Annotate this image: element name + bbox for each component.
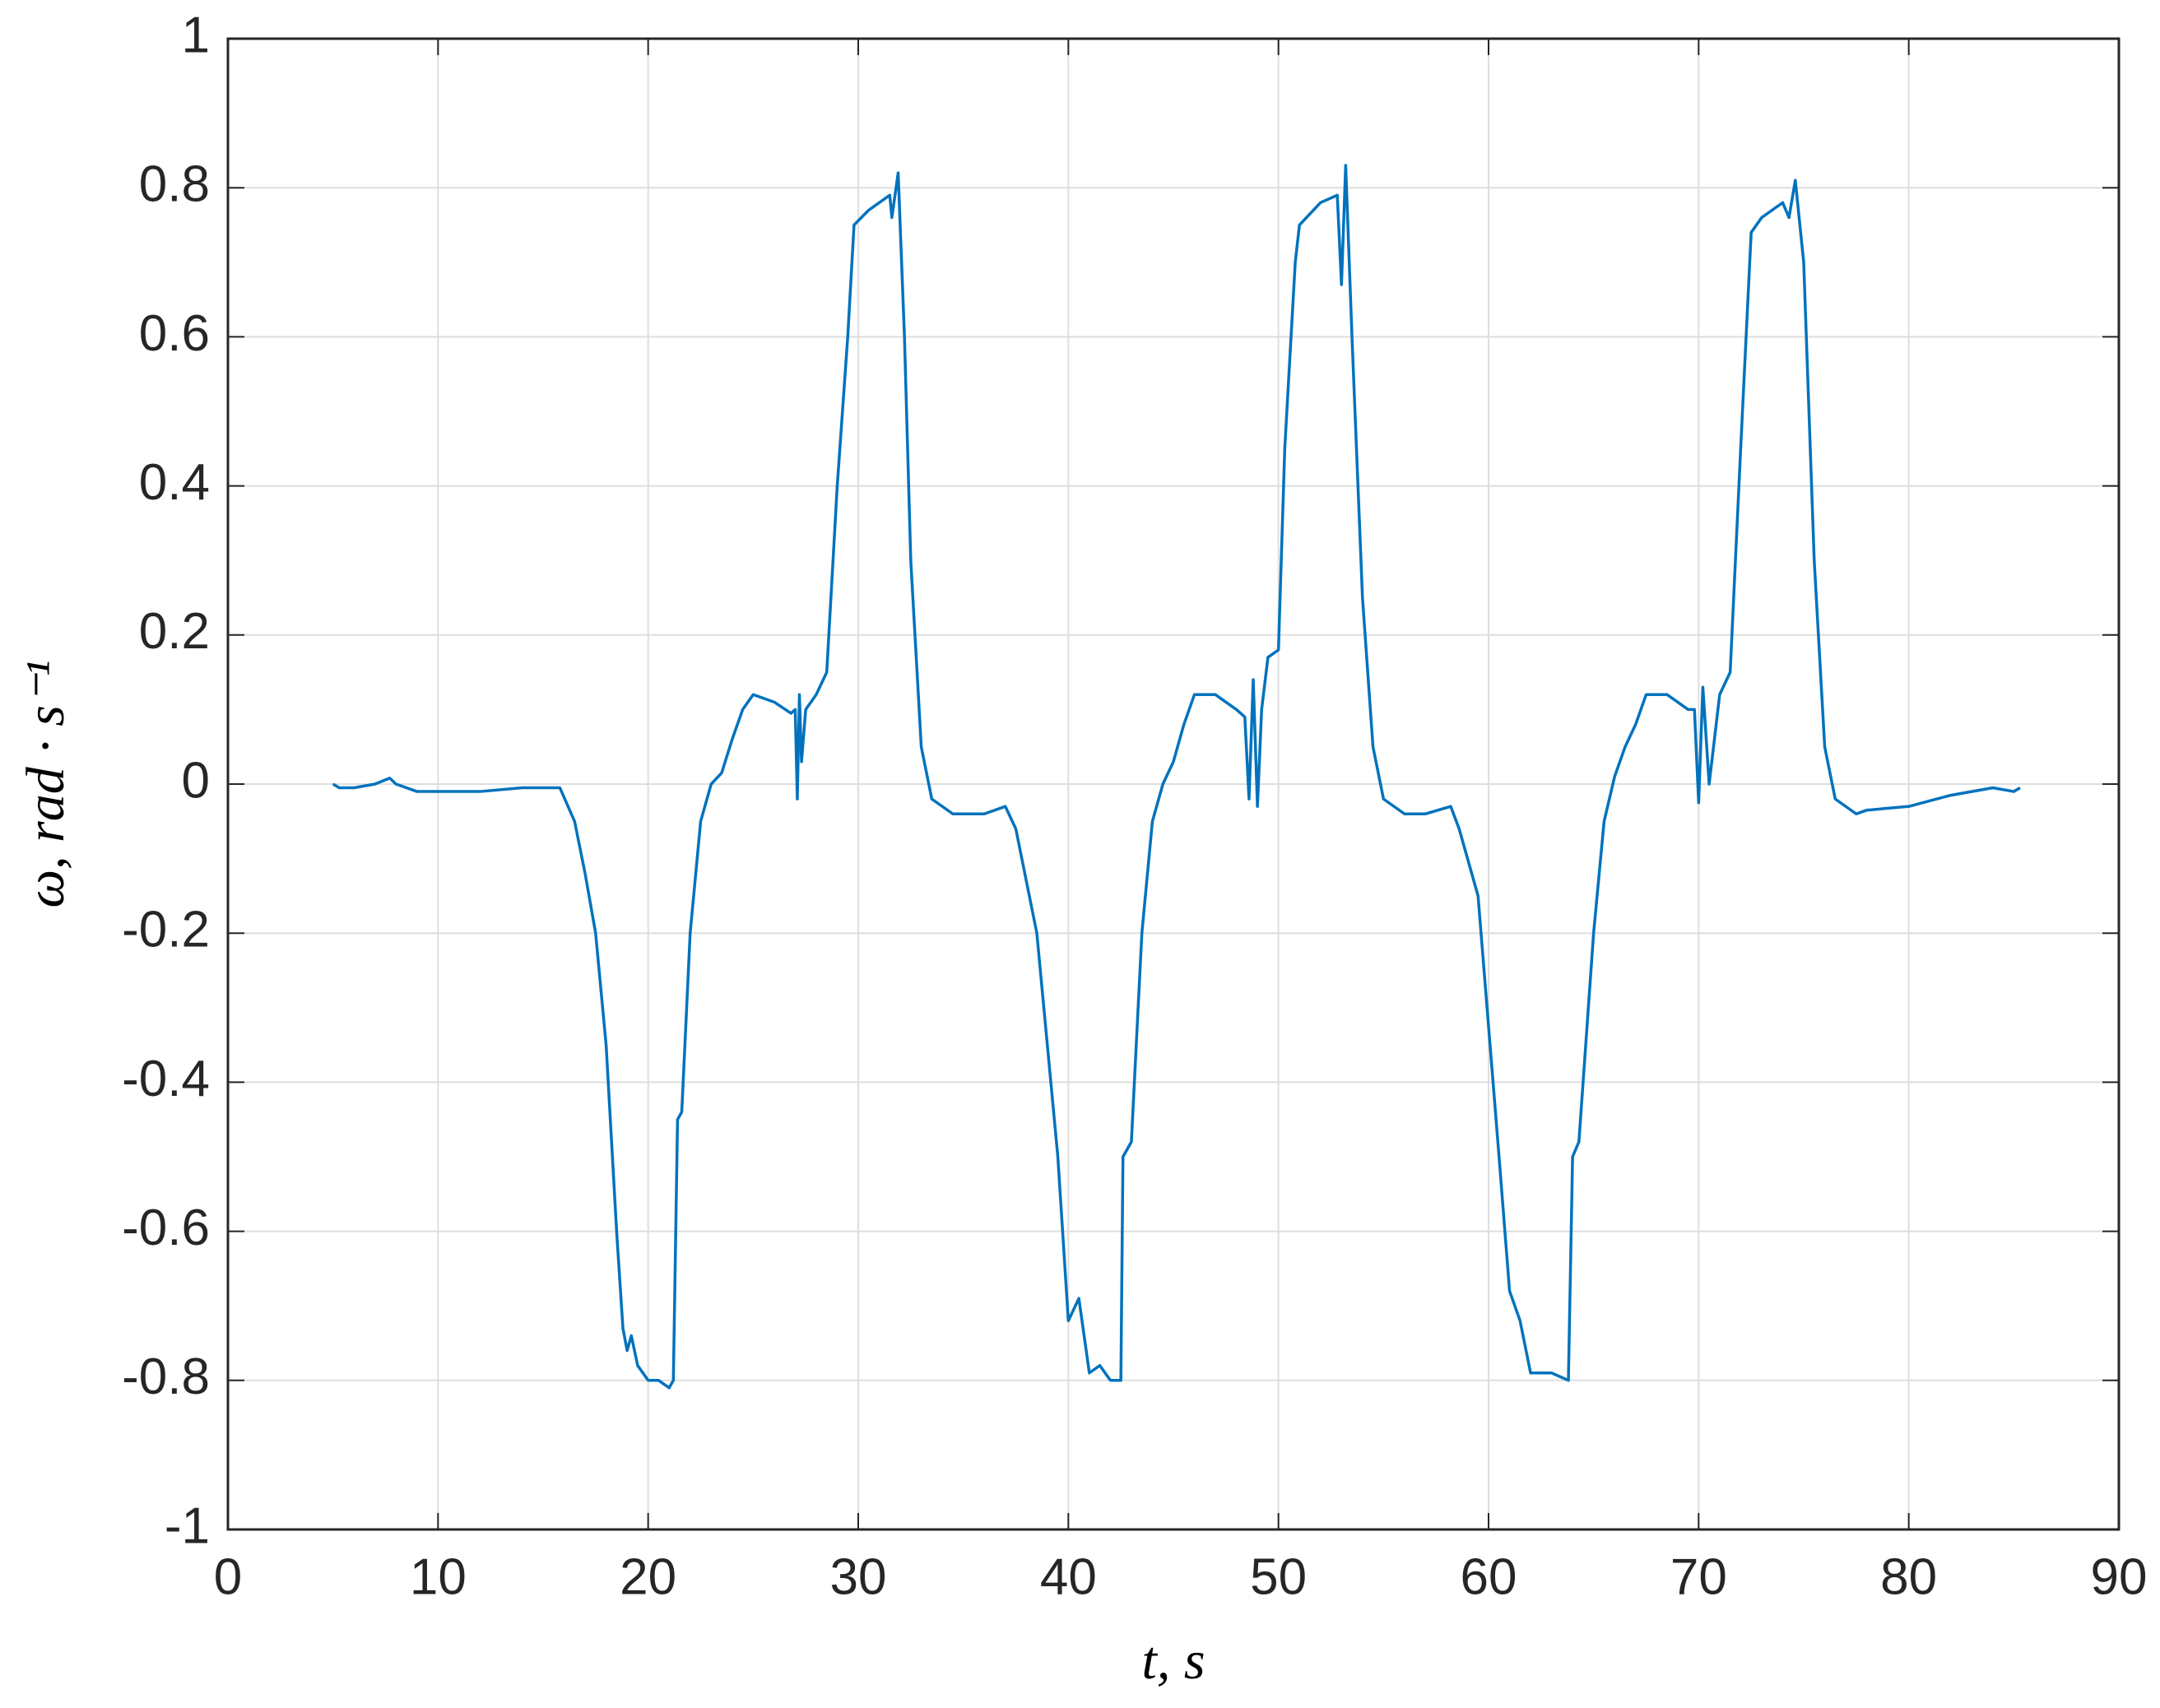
- x-tick-label: 40: [1040, 1548, 1097, 1605]
- y-tick-label: 0: [182, 752, 210, 809]
- y-tick-label: -0.2: [122, 902, 210, 958]
- y-tick-label: 0.8: [139, 156, 210, 213]
- x-tick-label: 50: [1250, 1548, 1307, 1605]
- x-tick-label: 30: [830, 1548, 887, 1605]
- x-tick-label: 60: [1461, 1548, 1517, 1605]
- x-tick-label: 90: [2091, 1548, 2148, 1605]
- y-tick-label: -0.6: [122, 1200, 210, 1256]
- axes-box: [226, 37, 2121, 1531]
- y-tick-label: 0.4: [139, 454, 210, 511]
- x-axis-label: t, s: [1141, 1631, 1205, 1691]
- y-axis-label: ω, rad · s⁻¹: [16, 660, 76, 907]
- data-line: [332, 164, 2021, 1390]
- x-tick-label: 0: [214, 1548, 242, 1605]
- y-tick-label: 0.6: [139, 305, 210, 362]
- x-tick-label: 10: [410, 1548, 467, 1605]
- x-tick-label: 20: [620, 1548, 676, 1605]
- x-tick-label: 80: [1880, 1548, 1937, 1605]
- x-tick-label: 70: [1670, 1548, 1727, 1605]
- y-tick-label: -1: [165, 1497, 210, 1554]
- y-tick-label: -0.8: [122, 1348, 210, 1405]
- y-tick-label: 1: [182, 7, 210, 63]
- y-tick-label: 0.2: [139, 603, 210, 660]
- y-tick-label: -0.4: [122, 1051, 210, 1107]
